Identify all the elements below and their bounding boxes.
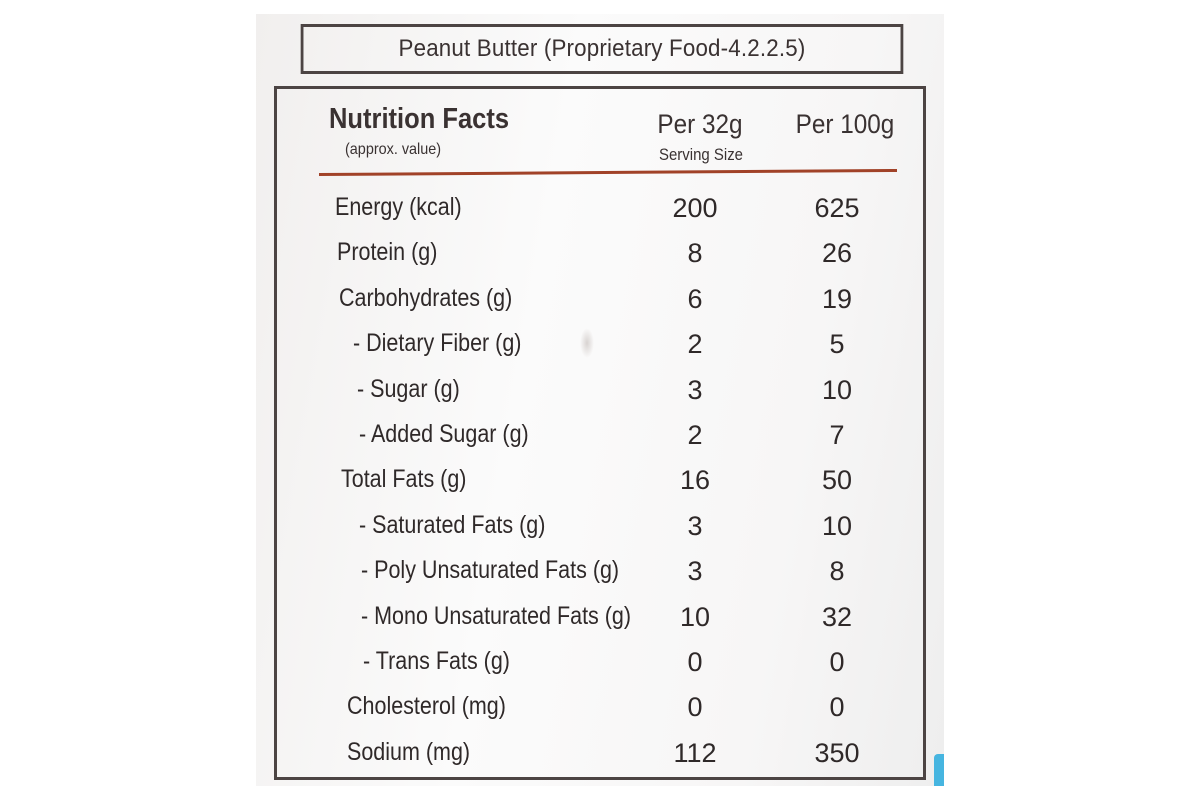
per-serving-value: 8 xyxy=(687,238,703,269)
per-serving-value: 10 xyxy=(679,601,711,632)
per-serving-value: 3 xyxy=(687,374,703,405)
per-100g-header: Per 100g xyxy=(795,109,895,139)
per-serving-header: Per 32g xyxy=(657,109,743,139)
label-photo: Peanut Butter (Proprietary Food-4.2.2.5)… xyxy=(256,14,944,786)
per-serving-value: 0 xyxy=(687,692,703,723)
per-100g-value: 8 xyxy=(829,556,845,587)
product-title-box: Peanut Butter (Proprietary Food-4.2.2.5) xyxy=(300,24,904,74)
nutrient-row: - Dietary Fiber (g) 2 5 xyxy=(277,325,923,370)
per-serving-value: 2 xyxy=(687,419,703,450)
per-100g-value: 10 xyxy=(821,510,853,541)
per-serving-value: 3 xyxy=(687,510,703,541)
per-100g-value: 19 xyxy=(821,283,853,314)
per-serving-value: 200 xyxy=(672,193,718,223)
per-100g-value: 350 xyxy=(814,737,860,768)
nutrient-row: Sodium (mg) 112 350 xyxy=(277,734,923,779)
per-serving-value: 6 xyxy=(687,283,703,314)
header-divider xyxy=(318,168,898,177)
nutrient-row: Carbohydrates (g) 6 19 xyxy=(277,280,923,325)
nutrient-label: - Sugar (g) xyxy=(357,374,460,403)
nutrient-label: Energy (kcal) xyxy=(335,193,462,221)
nutrient-label: - Mono Unsaturated Fats (g) xyxy=(361,601,632,630)
per-100g-value: 26 xyxy=(821,238,853,269)
approx-value-note: (approx. value) xyxy=(345,141,442,158)
nutrient-row: - Mono Unsaturated Fats (g) 10 32 xyxy=(277,598,923,643)
nutrient-label: Cholesterol (mg) xyxy=(347,692,506,721)
nutrient-row: Total Fats (g) 16 50 xyxy=(277,461,923,506)
per-100g-value: 0 xyxy=(829,692,845,723)
nutrient-label: Protein (g) xyxy=(337,238,438,267)
nutrient-row: Cholesterol (mg) 0 0 xyxy=(277,688,923,733)
per-100g-value: 5 xyxy=(829,329,845,360)
serving-size-subheader: Serving Size xyxy=(659,145,743,164)
nutrient-label: Sodium (mg) xyxy=(347,737,471,766)
nutrient-rows: Energy (kcal) 200 625 Protein (g) 8 26 Carbohy… xyxy=(277,189,923,779)
nutrition-facts-title: Nutrition Facts xyxy=(329,103,510,135)
nutrition-panel: Nutrition Facts (approx. value) Per 32g … xyxy=(274,86,926,780)
nutrient-row: - Trans Fats (g) 0 0 xyxy=(277,643,923,688)
per-100g-value: 50 xyxy=(821,465,853,496)
nutrient-label: - Saturated Fats (g) xyxy=(359,510,546,539)
jar-edge xyxy=(934,754,944,786)
per-100g-value: 32 xyxy=(821,601,853,632)
nutrient-label: Total Fats (g) xyxy=(341,465,467,494)
smudge-mark xyxy=(580,328,594,358)
nutrient-row: - Added Sugar (g) 2 7 xyxy=(277,416,923,461)
product-title: Peanut Butter (Proprietary Food-4.2.2.5) xyxy=(398,35,806,62)
nutrient-row: - Saturated Fats (g) 3 10 xyxy=(277,507,923,552)
per-100g-value: 10 xyxy=(821,374,853,405)
per-serving-value: 3 xyxy=(687,556,703,587)
nutrient-label: - Trans Fats (g) xyxy=(363,646,510,675)
nutrient-row: - Sugar (g) 3 10 xyxy=(277,371,923,416)
nutrient-row: Protein (g) 8 26 xyxy=(277,234,923,279)
per-serving-value: 16 xyxy=(679,465,711,496)
per-100g-value: 7 xyxy=(829,419,845,450)
per-serving-value: 112 xyxy=(673,737,717,768)
nutrient-label: - Added Sugar (g) xyxy=(359,419,529,448)
per-100g-value: 625 xyxy=(814,193,860,223)
per-serving-value: 0 xyxy=(687,646,703,677)
nutrient-row: Energy (kcal) 200 625 xyxy=(277,189,923,234)
per-serving-value: 2 xyxy=(687,329,703,360)
nutrient-row: - Poly Unsaturated Fats (g) 3 8 xyxy=(277,552,923,597)
nutrient-label: Carbohydrates (g) xyxy=(339,283,513,312)
per-100g-value: 0 xyxy=(829,646,845,677)
nutrient-label: - Poly Unsaturated Fats (g) xyxy=(361,556,620,585)
nutrient-label: - Dietary Fiber (g) xyxy=(353,329,522,358)
